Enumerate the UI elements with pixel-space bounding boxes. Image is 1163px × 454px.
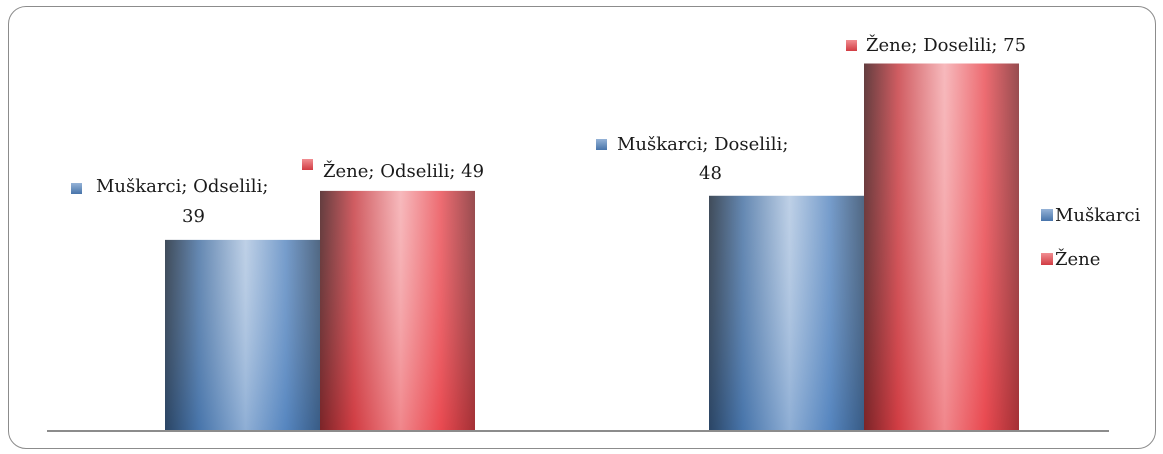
legend-label: Muškarci [1055, 205, 1141, 226]
data-label-marker [302, 159, 313, 170]
bars-layer [165, 63, 1019, 431]
data-label-muskarci-doselili: Muškarci; Doselili; 48 [596, 134, 788, 184]
data-labels-layer: Muškarci; Odselili; 39 Žene; Odselili; 49 M… [71, 33, 1026, 227]
legend-label: Žene [1055, 247, 1100, 270]
data-label-zene-odselili: Žene; Odselili; 49 [302, 159, 484, 182]
data-label-text: Žene; Odselili; 49 [323, 159, 484, 182]
legend-swatch [1041, 253, 1053, 265]
data-label-muskarci-odselili: Muškarci; Odselili; 39 [71, 176, 268, 227]
legend-swatch [1041, 209, 1053, 221]
bar-muskarci-doselili [709, 195, 864, 431]
data-label-text: Žene; Doselili; 75 [866, 33, 1026, 56]
data-label-text: Muškarci; Doselili; [617, 134, 788, 155]
legend-item-zene: Žene [1041, 247, 1100, 270]
legend: Muškarci Žene [1041, 205, 1141, 270]
data-label-text: 48 [699, 163, 722, 184]
data-label-text: Muškarci; Odselili; [96, 176, 268, 197]
legend-item-muskarci: Muškarci [1041, 205, 1141, 226]
bar-muskarci-odselili [165, 239, 320, 431]
bar-zene-odselili [320, 190, 475, 431]
data-label-text: 39 [182, 206, 205, 227]
data-label-zene-doselili: Žene; Doselili; 75 [846, 33, 1026, 56]
bar-zene-doselili [864, 63, 1019, 431]
data-label-marker [596, 139, 607, 150]
data-label-marker [846, 40, 857, 51]
data-label-marker [71, 183, 82, 194]
